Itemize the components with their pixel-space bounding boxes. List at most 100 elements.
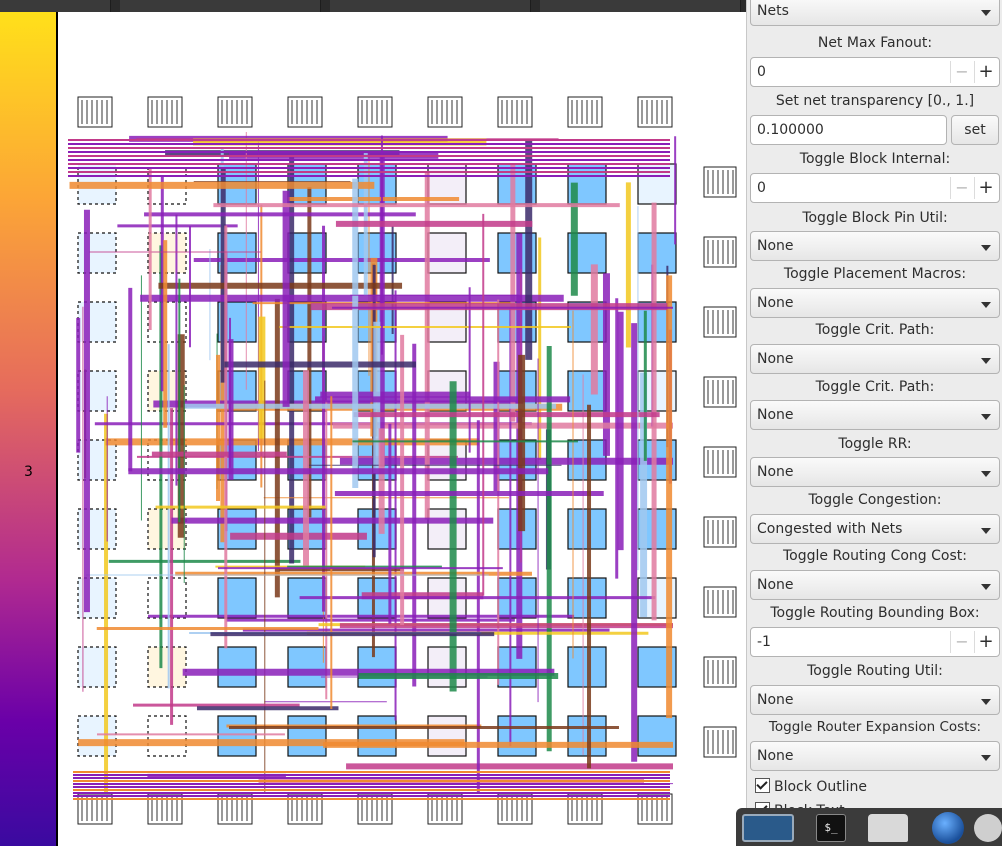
view-mode-value: Nets — [757, 3, 789, 19]
fpga-floorplan — [68, 96, 737, 825]
logic-block — [427, 715, 467, 757]
crit-path-value-2: None — [757, 407, 794, 423]
router-expansion-value: None — [757, 748, 794, 764]
routing-cong-cost-dropdown[interactable]: None — [750, 570, 1000, 600]
logic-block — [77, 646, 117, 688]
toolbar-segment[interactable] — [540, 0, 741, 12]
routing-bbox-value: -1 — [757, 634, 771, 650]
congestion-value: Congested with Nets — [757, 521, 903, 537]
logic-block — [77, 715, 117, 757]
routing-bbox-label: Toggle Routing Bounding Box: — [770, 605, 980, 621]
io-pad — [357, 96, 393, 128]
logic-block — [637, 715, 677, 757]
chevron-down-icon — [981, 414, 991, 420]
set-transparency-button[interactable]: set — [951, 115, 999, 145]
router-expansion-dropdown[interactable]: None — [750, 741, 1000, 771]
color-legend-value: 3 — [24, 464, 33, 480]
io-pad — [567, 96, 603, 128]
io-pad — [287, 96, 323, 128]
crit-path-dropdown-2[interactable]: None — [750, 400, 1000, 430]
logic-block — [147, 715, 187, 757]
toolbar-segment[interactable] — [120, 0, 321, 12]
logic-block — [357, 646, 397, 688]
logic-block — [217, 715, 257, 757]
io-pad — [703, 166, 737, 198]
congestion-dropdown[interactable]: Congested with Nets — [750, 514, 1000, 544]
net-max-fanout-label: Net Max Fanout: — [817, 35, 933, 51]
io-pad — [703, 376, 737, 408]
net-transparency-input[interactable]: 0.100000 — [750, 115, 947, 145]
minus-icon[interactable]: − — [950, 61, 973, 83]
browser-globe-icon[interactable] — [932, 812, 964, 844]
crit-path-dropdown[interactable]: None — [750, 344, 1000, 374]
crit-path-value: None — [757, 351, 794, 367]
io-pad — [77, 96, 113, 128]
block-internal-value: 0 — [757, 180, 766, 196]
routing-cong-cost-label: Toggle Routing Cong Cost: — [783, 548, 967, 564]
block-outline-label: Block Outline — [774, 779, 867, 795]
view-mode-dropdown[interactable]: Nets — [750, 0, 1000, 26]
fpga-routing-canvas[interactable] — [58, 12, 746, 846]
net-transparency-label: Set net transparency [0., 1.] — [775, 93, 975, 109]
taskbar-dock: $_ — [736, 808, 1002, 846]
block-internal-spinner[interactable]: 0 − + — [750, 173, 1000, 203]
logic-block — [77, 232, 117, 274]
app-icon[interactable] — [974, 814, 1002, 842]
checkbox-checked-icon[interactable] — [755, 778, 770, 793]
io-pad — [703, 586, 737, 618]
chevron-down-icon — [981, 10, 991, 16]
plus-icon[interactable]: + — [974, 177, 997, 199]
terminal-icon[interactable]: $_ — [816, 814, 846, 842]
block-pin-util-dropdown[interactable]: None — [750, 231, 1000, 261]
io-pad — [703, 726, 737, 758]
placement-macros-label: Toggle Placement Macros: — [783, 266, 967, 282]
logic-block — [77, 508, 117, 550]
io-pad — [497, 96, 533, 128]
placement-macros-dropdown[interactable]: None — [750, 288, 1000, 318]
rr-dropdown[interactable]: None — [750, 457, 1000, 487]
io-pad — [637, 96, 673, 128]
chevron-down-icon — [981, 755, 991, 761]
desktop-icon[interactable] — [742, 814, 794, 842]
net-max-fanout-spinner[interactable]: 0 − + — [750, 57, 1000, 87]
rr-label: Toggle RR: — [838, 436, 912, 452]
folder-icon[interactable] — [868, 814, 908, 842]
chevron-down-icon — [981, 699, 991, 705]
io-pad — [217, 96, 253, 128]
placement-macros-value: None — [757, 295, 794, 311]
logic-block — [637, 232, 677, 274]
minus-icon[interactable]: − — [950, 631, 973, 653]
chevron-down-icon — [981, 302, 991, 308]
logic-block — [147, 646, 187, 688]
net-transparency-value: 0.100000 — [757, 122, 824, 138]
routing-bbox-spinner[interactable]: -1 − + — [750, 627, 1000, 657]
logic-block — [217, 577, 257, 619]
plus-icon[interactable]: + — [974, 631, 997, 653]
toolbar-segment[interactable] — [0, 0, 111, 12]
io-pad — [703, 516, 737, 548]
routing-cong-cost-value: None — [757, 577, 794, 593]
toolbar-segment[interactable] — [330, 0, 531, 12]
net-max-fanout-value: 0 — [757, 64, 766, 80]
routing-util-label: Toggle Routing Util: — [807, 663, 943, 679]
logic-block — [427, 646, 467, 688]
logic-block — [567, 370, 607, 412]
logic-block — [77, 370, 117, 412]
io-pad — [147, 96, 183, 128]
chevron-down-icon — [981, 528, 991, 534]
logic-block — [77, 577, 117, 619]
logic-block — [287, 646, 327, 688]
chevron-down-icon — [981, 358, 991, 364]
logic-block — [427, 232, 467, 274]
logic-block — [77, 301, 117, 343]
io-pad — [703, 306, 737, 338]
rr-value: None — [757, 464, 794, 480]
congestion-color-legend: 3 — [0, 12, 58, 846]
chevron-down-icon — [981, 471, 991, 477]
plus-icon[interactable]: + — [974, 61, 997, 83]
block-outline-checkbox[interactable]: Block Outline — [755, 778, 867, 795]
minus-icon[interactable]: − — [950, 177, 973, 199]
logic-block — [567, 715, 607, 757]
routing-util-dropdown[interactable]: None — [750, 685, 1000, 715]
logic-block — [637, 163, 677, 205]
